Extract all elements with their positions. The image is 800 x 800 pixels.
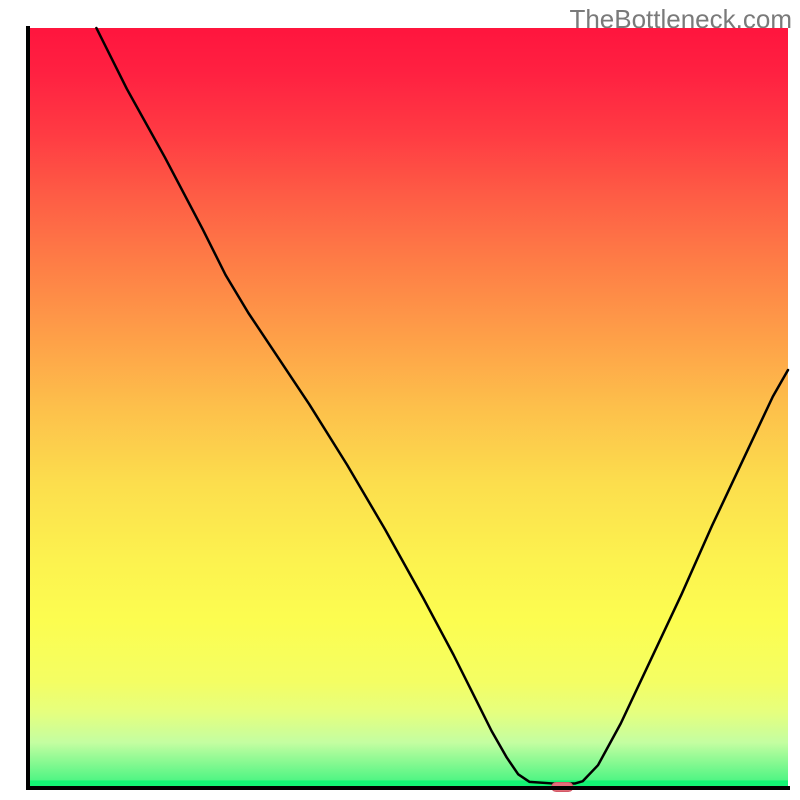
bottleneck-chart [0,0,800,800]
chart-container: TheBottleneck.com [0,0,800,800]
